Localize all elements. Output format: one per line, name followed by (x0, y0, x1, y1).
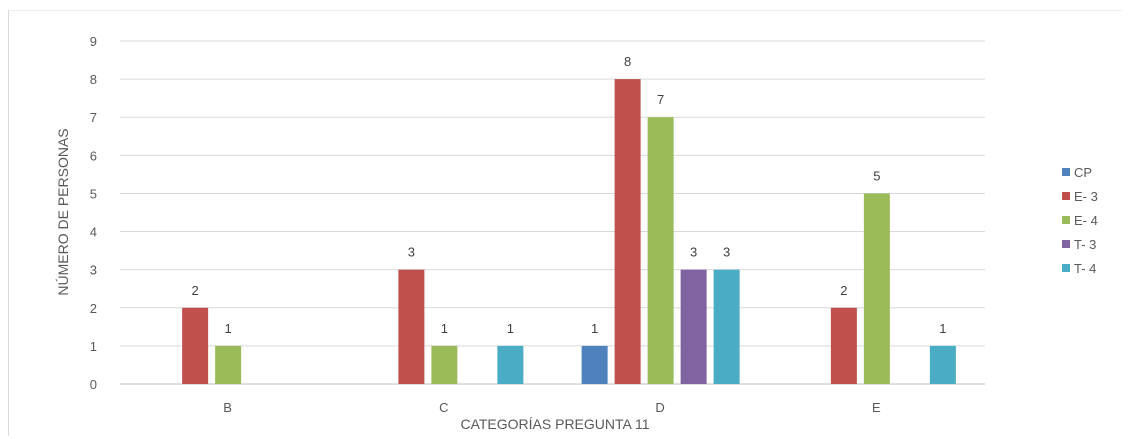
data-label: 5 (873, 168, 880, 183)
legend-label: E- 3 (1074, 189, 1098, 204)
bars (182, 79, 956, 384)
data-label: 1 (507, 321, 514, 336)
data-label: 3 (723, 245, 730, 260)
legend-label: T- 3 (1074, 237, 1096, 252)
x-tick-label: E (872, 400, 882, 415)
bar (614, 79, 641, 384)
y-tick-label: 5 (90, 186, 98, 201)
x-axis-title: CATEGORÍAS PREGUNTA 11 (460, 416, 649, 432)
data-label: 3 (690, 245, 697, 260)
y-tick-label: 8 (90, 72, 98, 87)
legend-label: T- 4 (1074, 261, 1096, 276)
x-tick-label: D (655, 400, 665, 415)
data-labels: 2 1 3 1 1 1 8 7 3 3 2 5 1 (192, 54, 947, 336)
bar (215, 345, 242, 384)
bar (647, 117, 674, 384)
legend-swatch (1062, 192, 1070, 200)
bar (713, 269, 740, 384)
data-label: 2 (192, 283, 199, 298)
bar (680, 269, 707, 384)
data-label: 1 (591, 321, 598, 336)
x-axis-ticks: B C D E (223, 400, 882, 415)
y-axis-title: NÚMERO DE PERSONAS (55, 128, 71, 295)
x-tick-label: B (223, 400, 233, 415)
data-label: 8 (624, 54, 631, 69)
bar (182, 307, 209, 384)
data-label: 1 (225, 321, 232, 336)
y-axis-ticks: 0 1 2 3 4 5 6 7 8 9 (90, 34, 98, 392)
y-tick-label: 9 (90, 34, 98, 49)
y-tick-label: 3 (90, 263, 98, 278)
data-label: 1 (441, 321, 448, 336)
legend: CP E- 3 E- 4 T- 3 T- 4 (1062, 165, 1098, 276)
bar (497, 345, 524, 384)
bar (581, 345, 608, 384)
legend-swatch (1062, 240, 1070, 248)
bar (398, 269, 425, 384)
bar (830, 307, 857, 384)
bar (863, 193, 890, 384)
data-label: 7 (657, 92, 664, 107)
y-tick-label: 4 (90, 225, 98, 240)
legend-swatch (1062, 168, 1070, 176)
gridlines (120, 40, 985, 385)
legend-label: CP (1074, 165, 1092, 180)
bar (431, 345, 458, 384)
x-tick-label: C (439, 400, 449, 415)
legend-label: E- 4 (1074, 213, 1098, 228)
y-tick-label: 2 (90, 301, 98, 316)
data-label: 1 (939, 321, 946, 336)
legend-swatch (1062, 216, 1070, 224)
data-label: 2 (840, 283, 847, 298)
legend-swatch (1062, 264, 1070, 272)
y-tick-label: 7 (90, 110, 98, 125)
chart-frame (8, 10, 1122, 436)
bar (929, 345, 956, 384)
data-label: 3 (408, 245, 415, 260)
y-tick-label: 1 (90, 339, 98, 354)
y-tick-label: 0 (90, 377, 98, 392)
y-tick-label: 6 (90, 148, 98, 163)
